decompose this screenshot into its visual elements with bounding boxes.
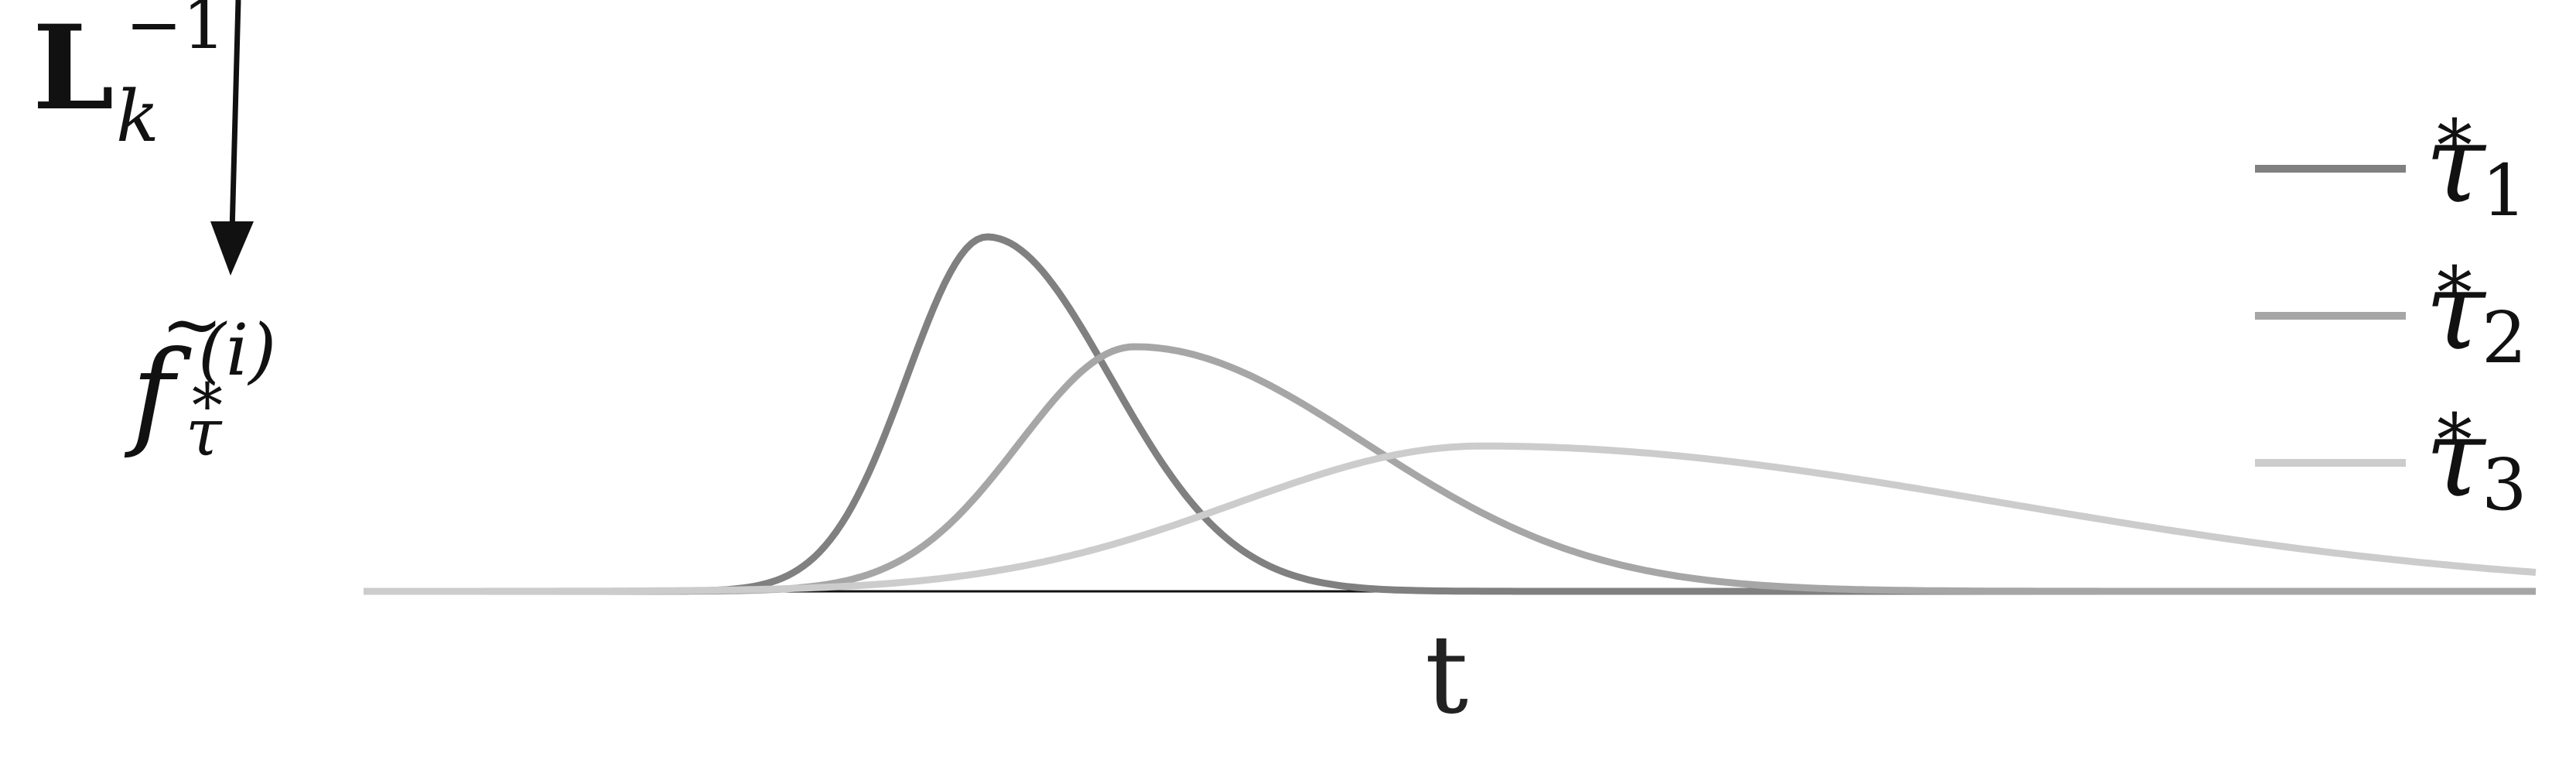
curve-tau-3 <box>364 442 2537 595</box>
operator-label: L −1 k <box>32 0 226 158</box>
legend-tau-3: τ <box>2425 396 2487 522</box>
legend-item-2: τ*2 <box>2255 248 2527 379</box>
operator-superscript: −1 <box>125 0 226 64</box>
function-label: f ~ (i) * τ <box>124 281 276 471</box>
x-axis-label: t <box>1425 612 1468 738</box>
function-subscript-tau: τ <box>186 395 223 471</box>
legend-item-1: τ*1 <box>2255 101 2527 232</box>
operator-subscript: k <box>116 75 159 158</box>
legend-star-3: * <box>2437 399 2472 481</box>
function-superscript: (i) <box>198 309 276 392</box>
function-subscript-star: * <box>192 370 223 442</box>
function-tilde: ~ <box>161 281 223 368</box>
legend-index-3: 3 <box>2482 444 2527 526</box>
legend-tau-1: τ <box>2425 101 2487 228</box>
legend: τ*1τ*2τ*3 <box>2255 101 2527 526</box>
legend-star-2: * <box>2437 252 2472 334</box>
legend-tau-2: τ <box>2425 248 2487 375</box>
operator-base: L <box>32 0 114 136</box>
legend-index-2: 2 <box>2482 296 2527 379</box>
legend-index-1: 1 <box>2482 149 2527 232</box>
mapping-arrow <box>210 0 254 276</box>
legend-star-1: * <box>2437 104 2472 187</box>
curve-tau-2 <box>364 343 2536 595</box>
arrow-shaft <box>229 0 241 233</box>
curves-group <box>364 233 2537 595</box>
legend-item-3: τ*3 <box>2255 396 2527 526</box>
arrow-head <box>210 221 254 276</box>
